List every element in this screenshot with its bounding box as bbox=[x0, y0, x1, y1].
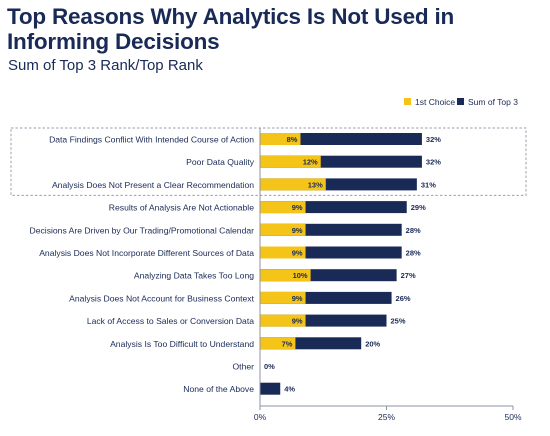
bar-1st-choice bbox=[260, 291, 306, 304]
legend-swatch-1 bbox=[457, 98, 464, 105]
data-label-1st-choice: 7% bbox=[282, 339, 293, 348]
category-label: Analysis Does Not Account for Business C… bbox=[69, 293, 254, 303]
data-label-sum-of-top-3: 28% bbox=[406, 249, 421, 258]
legend-label-0: 1st Choice bbox=[415, 97, 455, 107]
data-label-1st-choice: 9% bbox=[292, 294, 303, 303]
x-tick-label: 0% bbox=[254, 412, 267, 422]
data-label-1st-choice: 9% bbox=[292, 249, 303, 258]
bar-sum-of-top-3 bbox=[260, 382, 281, 395]
x-tick-label: 25% bbox=[378, 412, 395, 422]
data-label-sum-of-top-3: 20% bbox=[365, 339, 380, 348]
data-label-sum-of-top-3: 31% bbox=[421, 180, 436, 189]
data-label-1st-choice: 8% bbox=[287, 135, 298, 144]
category-label: Results of Analysis Are Not Actionable bbox=[109, 203, 254, 213]
category-label: Decisions Are Driven by Our Trading/Prom… bbox=[30, 225, 255, 235]
data-label-sum-of-top-3: 26% bbox=[396, 294, 411, 303]
category-label: Analysis Is Too Difficult to Understand bbox=[110, 339, 254, 349]
category-label: Analysis Does Not Incorporate Different … bbox=[39, 248, 254, 258]
data-label-sum-of-top-3: 32% bbox=[426, 158, 441, 167]
category-label: Data Findings Conflict With Intended Cou… bbox=[49, 135, 254, 145]
bar-1st-choice bbox=[260, 246, 306, 259]
category-label: Lack of Access to Sales or Conversion Da… bbox=[87, 316, 254, 326]
x-tick-label: 50% bbox=[504, 412, 521, 422]
legend-label-1: Sum of Top 3 bbox=[468, 97, 518, 107]
data-label-sum-of-top-3: 27% bbox=[401, 271, 416, 280]
data-label-sum-of-top-3: 29% bbox=[411, 203, 426, 212]
bar-1st-choice bbox=[260, 314, 306, 327]
data-label-sum-of-top-3: 32% bbox=[426, 135, 441, 144]
data-label-1st-choice: 9% bbox=[292, 226, 303, 235]
bar-1st-choice bbox=[260, 201, 306, 214]
data-label-sum-of-top-3: 25% bbox=[391, 317, 406, 326]
bar-1st-choice bbox=[260, 223, 306, 236]
data-label-sum-of-top-3: 0% bbox=[264, 362, 275, 371]
data-label-1st-choice: 10% bbox=[293, 271, 308, 280]
category-label: Analysis Does Not Present a Clear Recomm… bbox=[52, 180, 254, 190]
chart-title: Top Reasons Why Analytics Is Not Used in… bbox=[7, 4, 455, 54]
data-label-1st-choice: 9% bbox=[292, 203, 303, 212]
data-label-1st-choice: 13% bbox=[308, 180, 323, 189]
bar-1st-choice bbox=[260, 133, 301, 145]
data-label-sum-of-top-3: 4% bbox=[284, 385, 295, 394]
highlight-box bbox=[10, 127, 527, 196]
data-label-1st-choice: 9% bbox=[292, 317, 303, 326]
bar-1st-choice bbox=[260, 178, 326, 191]
legend-swatch-0 bbox=[404, 98, 411, 105]
category-label: Other bbox=[233, 362, 255, 372]
data-label-1st-choice: 12% bbox=[303, 158, 318, 167]
category-label: Poor Data Quality bbox=[186, 157, 255, 167]
bar-1st-choice bbox=[260, 155, 321, 168]
category-label: None of the Above bbox=[183, 384, 254, 394]
data-label-sum-of-top-3: 28% bbox=[406, 226, 421, 235]
chart-subtitle: Sum of Top 3 Rank/Top Rank bbox=[8, 57, 203, 74]
bar-1st-choice bbox=[260, 269, 311, 282]
category-label: Analyzing Data Takes Too Long bbox=[134, 271, 254, 281]
bar-1st-choice bbox=[260, 337, 296, 350]
